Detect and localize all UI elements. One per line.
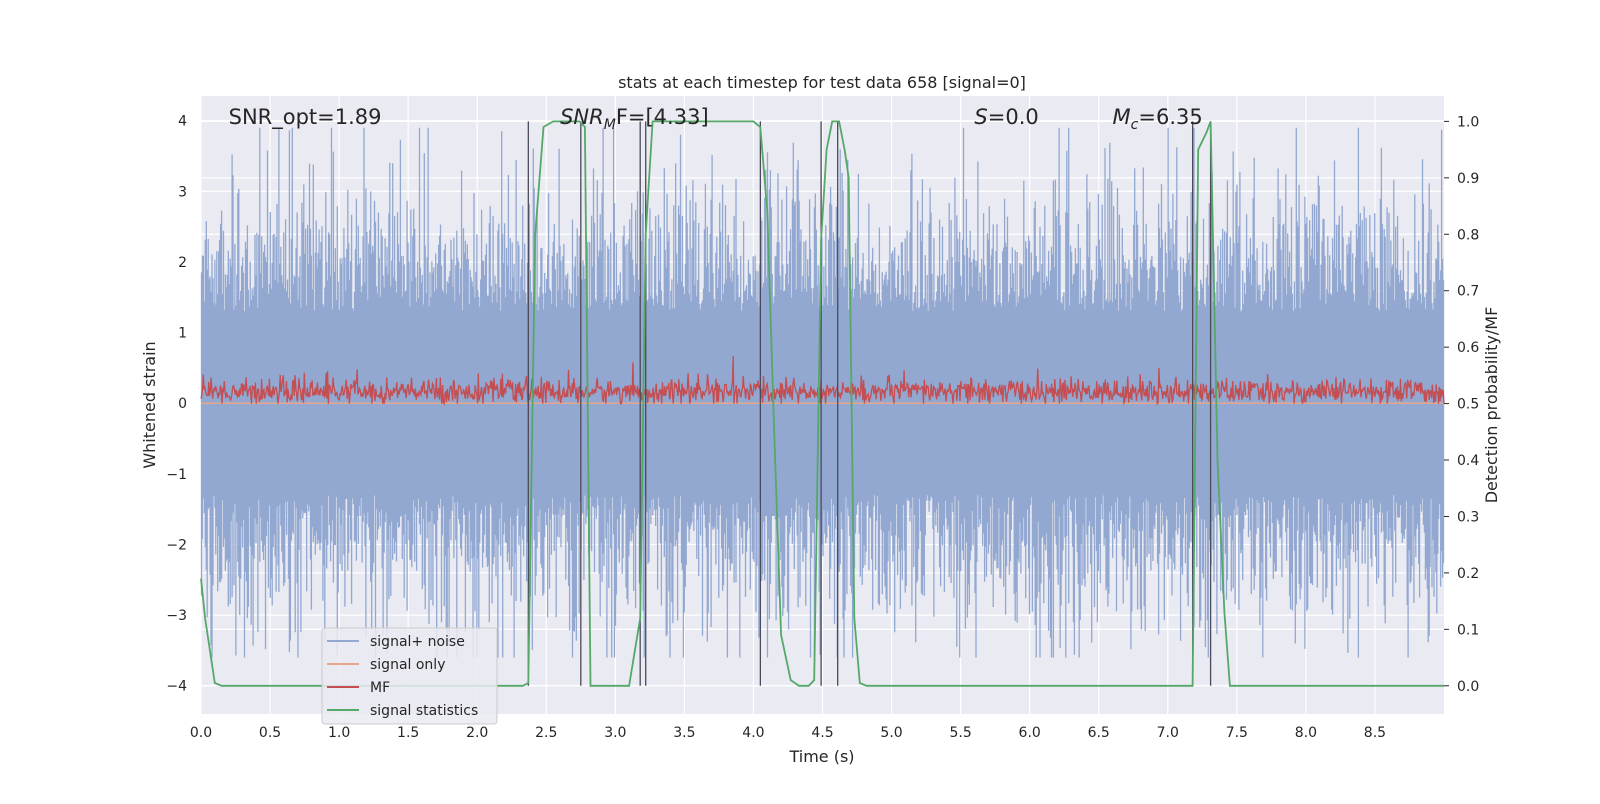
y-tick-label: −2 [166,537,187,553]
x-tick-label: 3.5 [673,725,695,741]
x-tick-label: 1.5 [397,725,419,741]
y2-tick-label: 0.4 [1457,453,1479,469]
x-tick-label: 8.0 [1295,725,1317,741]
y2-tick-label: 0.7 [1457,284,1479,300]
y2-tick-label: 1.0 [1457,114,1479,130]
y-axis-label: Whitened strain [140,341,159,468]
x-tick-label: 5.0 [880,725,902,741]
x-tick-label: 4.5 [811,725,833,741]
y2-tick-label: 0.9 [1457,171,1479,187]
y-tick-label: 0 [178,396,187,412]
series-layer [200,120,1445,687]
legend-label: MF [370,680,390,696]
annotation-3: Mc=6.35 [1113,105,1203,133]
annotations: SNR_opt=1.89 SNRMF=[4.33] S=0.0 Mc=6.35 [229,105,1203,133]
y-tick-label: −1 [166,467,187,483]
legend: signal+ noise signal only MF signal statist… [321,627,498,725]
x-tick-label: 0.0 [190,725,212,741]
legend-label: signal only [370,657,445,673]
y-tick-label: −4 [166,679,187,695]
chart-title: stats at each timestep for test data 658… [618,73,1026,92]
x-axis-label: Time (s) [788,747,854,766]
x-tick-label: 6.5 [1088,725,1110,741]
series-signal-statistics [200,120,1444,687]
annotation-0: SNR_opt=1.89 [229,105,382,130]
annotation-2: S=0.0 [974,105,1038,129]
x-tick-label: 1.0 [328,725,350,741]
y2-axis-label: Detection probability/MF [1482,307,1501,504]
y-tick-label: 1 [178,326,187,342]
axes: 0.0 0.5 1.0 1.5 2.0 2.5 3.0 3.5 4.0 4.5 5.0 5.5 6.0 6… [166,114,1479,741]
legend-box [321,627,498,725]
y2-tick-label: 0.2 [1457,566,1479,582]
x-tick-label: 0.5 [259,725,281,741]
y2-tick-label: 0.0 [1457,679,1479,695]
y-tick-label: 4 [178,114,187,130]
y-tick-label: 2 [178,255,187,271]
x-tick-label: 2.5 [535,725,557,741]
y-tick-label: 3 [178,184,187,200]
y2-tick-label: 0.6 [1457,340,1479,356]
x-tick-label: 8.5 [1364,725,1386,741]
y2-tick-label: 0.5 [1457,397,1479,413]
x-tick-label: 6.0 [1019,725,1041,741]
x-tick-label: 5.5 [949,725,971,741]
x-tick-label: 7.5 [1226,725,1248,741]
x-tick-label: 4.0 [742,725,764,741]
series-mf [200,355,1445,406]
y2-tick-label: 0.3 [1457,509,1479,525]
y2-tick-label: 0.8 [1457,227,1479,243]
annotation-1: SNRMF=[4.33] [560,105,709,133]
x-tick-label: 3.0 [604,725,626,741]
legend-label: signal+ noise [370,634,465,650]
y2-tick-label: 0.1 [1457,622,1479,638]
x-tick-label: 2.0 [466,725,488,741]
y-tick-label: −3 [166,608,187,624]
x-tick-label: 7.0 [1157,725,1179,741]
legend-label: signal statistics [370,703,478,719]
